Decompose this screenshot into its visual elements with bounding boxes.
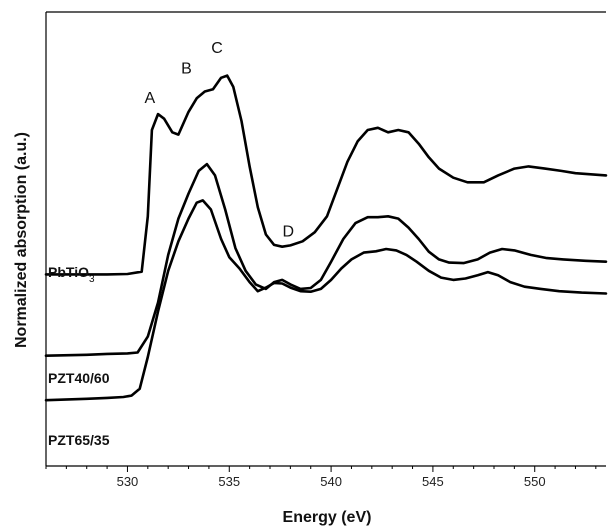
series-label: PZT40/60: [48, 370, 110, 386]
x-tick-label: 530: [117, 474, 139, 489]
series-pbtio3-line: [44, 74, 608, 276]
series-group: [44, 74, 608, 402]
x-tick-label: 550: [524, 474, 546, 489]
peak-label-b: B: [181, 60, 192, 77]
labels: PbTiO3 PZT40/60 PZT65/35 A B C D: [48, 40, 294, 448]
x-axis-title: Energy (eV): [283, 509, 372, 526]
x-tick-label: 540: [320, 474, 342, 489]
peak-label-a: A: [145, 90, 156, 107]
x-tick-label: 535: [218, 474, 240, 489]
y-axis-title: Normalized absorption (a.u.): [13, 132, 30, 348]
series-label: PZT65/35: [48, 432, 110, 448]
peak-label-c: C: [211, 40, 223, 57]
peak-label-d: D: [283, 224, 295, 241]
series-pzt40-60-line: [44, 162, 608, 357]
series-pzt65-35-line: [44, 199, 608, 402]
x-tick-label: 545: [422, 474, 444, 489]
series-label: PbTiO3: [48, 264, 95, 285]
x-ticks: 530 535 540 545 550: [45, 466, 597, 489]
axes: [45, 11, 606, 467]
series-label-subscript: 3: [89, 274, 95, 285]
